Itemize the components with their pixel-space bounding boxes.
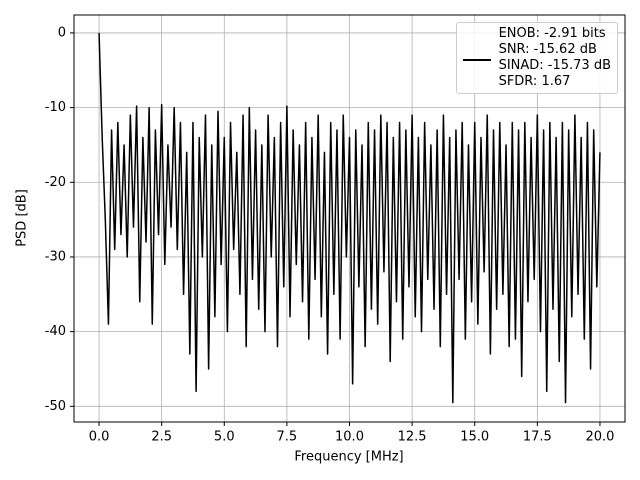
legend-line xyxy=(462,59,491,61)
x-tick-label: 7.5 xyxy=(277,430,298,445)
x-tick-label: 5.0 xyxy=(214,430,235,445)
series-line xyxy=(98,32,601,404)
x-tick-label: 17.5 xyxy=(523,430,552,445)
y-axis-label: PSD [dB] xyxy=(15,189,30,247)
x-tick-label: 2.5 xyxy=(151,430,172,445)
legend: ENOB: -2.91 bits SNR: -15.62 dB SINAD: -… xyxy=(455,22,618,94)
x-tick-label: 0.0 xyxy=(89,430,110,445)
y-tick-label: -30 xyxy=(45,249,66,264)
x-axis-label: Frequency [MHz] xyxy=(294,450,403,465)
x-tick-label: 20.0 xyxy=(585,430,614,445)
y-tick-label: -50 xyxy=(45,399,66,414)
y-tick-label: -20 xyxy=(45,175,66,190)
y-tick-label: -10 xyxy=(45,100,66,115)
x-tick-label: 15.0 xyxy=(460,430,489,445)
y-tick-label: 0 xyxy=(58,25,66,40)
y-tick-label: -40 xyxy=(45,324,66,339)
plot-frame xyxy=(73,14,626,423)
x-tick-label: 12.5 xyxy=(398,430,427,445)
x-tick-label: 10.0 xyxy=(335,430,364,445)
legend-label: ENOB: -2.91 bits SNR: -15.62 dB SINAD: -… xyxy=(498,26,611,89)
